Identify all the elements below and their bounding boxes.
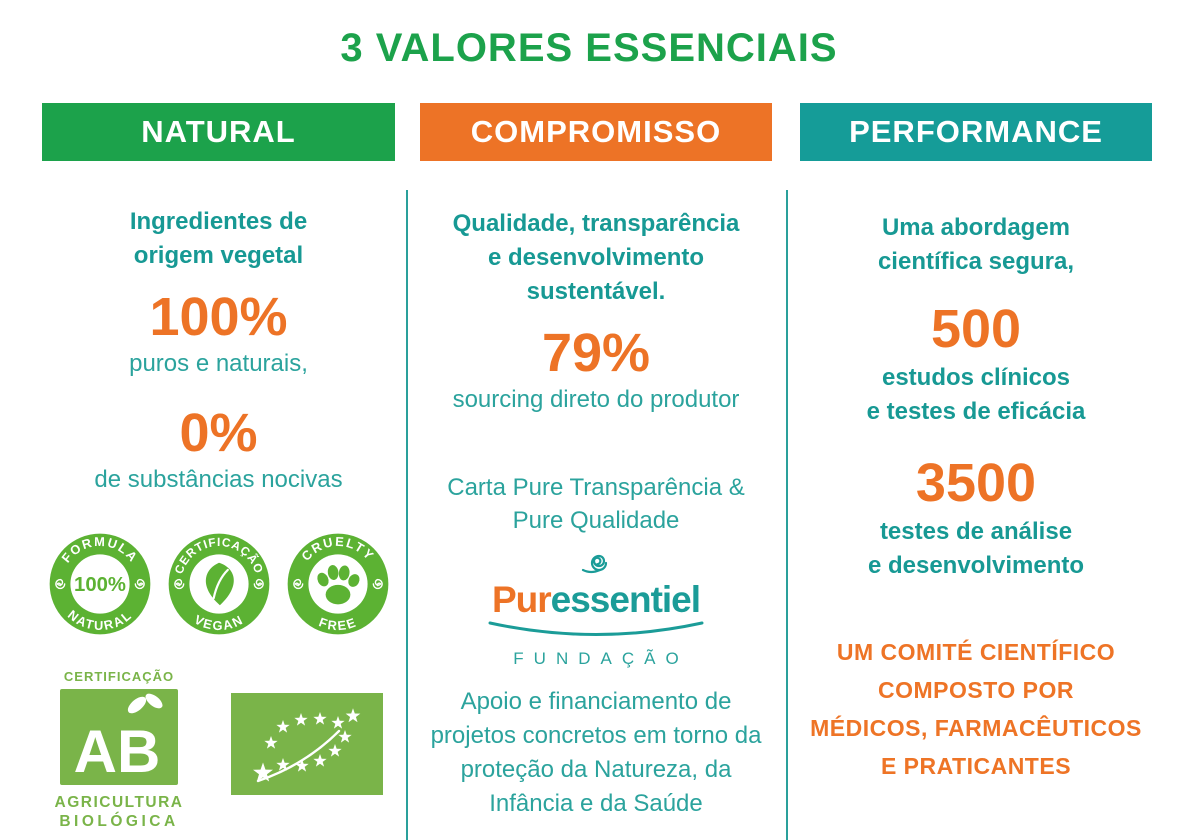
stat-label-line: estudos clínicos [881,364,1071,391]
ab-bottom-label: BIOLÓGICA [59,812,178,830]
intro-line: Ingredientes de [129,208,308,235]
intro-line: científica segura, [877,248,1075,275]
intro-line: origem vegetal [133,242,304,269]
stat-500: 500 estudos clínicos e testes de eficáci… [800,301,1152,429]
stat-79-percent: 79% sourcing direto do produtor [420,325,772,415]
stat-value: 3500 [915,453,1037,513]
column-header-performance: PERFORMANCE [800,103,1152,161]
vegan-badge-icon: CERTIFICAÇÃO VEGAN [168,533,269,635]
page-title: 3 VALORES ESSENCIAIS [340,26,838,70]
scientific-committee-text: UM COMITÉ CIENTÍFICO COMPOSTO POR MÉDICO… [800,633,1152,785]
swoosh-underline-icon [488,621,704,636]
stat-0-percent: 0% de substâncias nocivas [42,405,395,495]
svg-text:VEGAN: VEGAN [191,612,245,633]
cruelty-free-badge-icon: CRUELTY FREE [287,533,388,635]
stat-value: 100% [149,287,288,347]
stat-label: de substâncias nocivas [94,466,343,493]
sprout-icon [127,693,162,714]
brand-wordmark: Puressentiel [420,580,772,620]
column-header-compromisso: COMPROMISSO [420,103,772,161]
puressentiel-foundation-logo: Puressentiel FUNDAÇÃO [420,549,772,669]
brand-suffix: essentiel [550,579,701,620]
eu-organic-leaf-logo [230,693,383,795]
brand-prefix: Pur [491,579,552,620]
stat-label: puros e naturais, [129,350,308,377]
badge-center-text: 100% [74,574,126,596]
ab-bottom-label: AGRICULTURA [55,794,183,811]
stat-value: 500 [930,299,1022,359]
column-performance: PERFORMANCE Uma abordagem científica seg… [800,103,1152,785]
intro-line: e desenvolvimento [487,244,705,271]
badge-bottom-text: FREE [316,614,356,633]
committee-line: COMPOSTO POR [878,677,1074,703]
stat-label-line: testes de análise [879,518,1073,545]
ab-letters: AB [73,718,160,785]
column-compromisso: COMPROMISSO Qualidade, transparência e d… [420,103,772,821]
stat-value: 79% [541,323,651,383]
eco-badges-row: FORMULA NATURAL 100% CERTIFICAÇÃO VEGAN … [42,531,395,637]
footer-line: projetos concretos em torno da [430,722,762,749]
stat-label: sourcing direto do produtor [452,386,740,413]
column-natural: NATURAL Ingredientes de origem vegetal 1… [42,103,395,835]
svg-text:FREE: FREE [316,614,358,633]
footer-line: Infância e da Saúde [489,790,703,817]
performance-intro: Uma abordagem científica segura, [800,211,1152,279]
column-header-natural: NATURAL [42,103,395,161]
carta-line: Carta Pure Transparência & [447,474,745,501]
natural-intro: Ingredientes de origem vegetal [42,205,395,273]
ab-top-label: CERTIFICAÇÃO [63,669,173,684]
certification-logos-row: CERTIFICAÇÃO AB AGRICULTURA BIOLÓGICA [42,667,395,835]
ab-agricultura-biologica-logo: CERTIFICAÇÃO AB AGRICULTURA BIOLÓGICA [55,669,183,830]
footer-line: Apoio e financiamento de [460,688,732,715]
stat-3500: 3500 testes de análise e desenvolvimento [800,455,1152,583]
carta-text: Carta Pure Transparência & Pure Qualidad… [420,471,772,537]
column-divider [406,190,408,840]
carta-line: Pure Qualidade [512,507,680,534]
leaf-icon [205,562,234,606]
stat-label: estudos clínicos e testes de eficácia [800,361,1152,429]
stat-label-line: e desenvolvimento [867,552,1085,579]
stat-label: testes de análise e desenvolvimento [800,515,1152,583]
compromisso-footer: Apoio e financiamento de projetos concre… [420,685,772,821]
shell-spiral-icon [581,554,608,574]
stat-label-line: e testes de eficácia [866,398,1086,425]
committee-line: MÉDICOS, FARMACÊUTICOS [810,715,1142,741]
intro-line: Uma abordagem [881,214,1071,241]
committee-line: E PRATICANTES [880,753,1072,779]
footer-line: proteção da Natureza, da [460,756,732,783]
intro-line: Qualidade, transparência [452,210,740,237]
compromisso-intro: Qualidade, transparência e desenvolvimen… [420,207,772,309]
committee-line: UM COMITÉ CIENTÍFICO [836,639,1116,665]
foundation-subtitle: FUNDAÇÃO [513,649,689,668]
column-divider [786,190,788,840]
badge-bottom-text: VEGAN [191,612,244,633]
stat-value: 0% [179,403,258,463]
paw-icon [316,565,360,605]
formula-natural-badge-icon: FORMULA NATURAL 100% [49,533,150,635]
intro-line: sustentável. [526,278,666,305]
stat-100-percent: 100% puros e naturais, [42,289,395,379]
